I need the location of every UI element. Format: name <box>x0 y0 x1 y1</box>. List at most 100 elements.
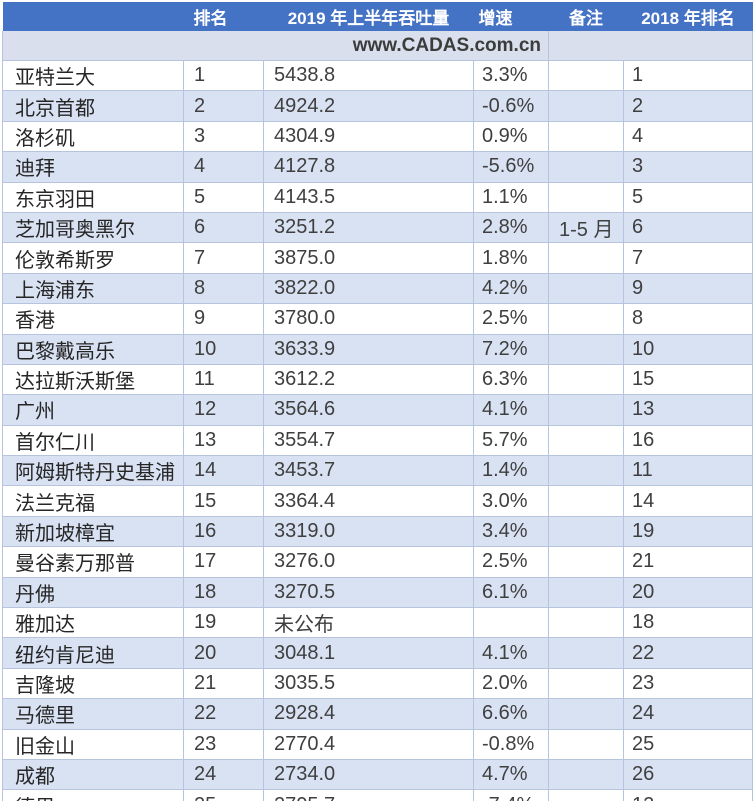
cell-airport: 巴黎戴高乐 <box>2 333 184 365</box>
cell-airport: 马德里 <box>2 698 184 730</box>
cell-remark <box>548 485 624 517</box>
cell-remark <box>548 728 624 760</box>
cell-remark <box>548 333 624 365</box>
cell-rank-2018: 9 <box>623 272 753 305</box>
table-row: 纽约肯尼迪 20 3048.1 4.1% 22 <box>2 637 753 669</box>
cell-remark <box>548 120 624 153</box>
cell-remark <box>548 546 624 578</box>
cell-growth: 1.8% <box>473 242 549 274</box>
table-row: 洛杉矶 3 4304.9 0.9% 4 <box>2 120 753 153</box>
table-row: 芝加哥奥黑尔 6 3251.2 2.8% 1-5 月 6 <box>2 211 753 244</box>
cell-airport: 德里 <box>2 789 184 801</box>
cell-throughput: 3612.2 <box>263 363 474 396</box>
cell-rank-2018: 24 <box>623 698 753 730</box>
cell-rank: 6 <box>183 211 264 244</box>
cell-rank-2018: 14 <box>623 485 753 517</box>
cell-throughput: 3364.4 <box>263 485 474 517</box>
cell-rank-2018: 13 <box>623 394 753 426</box>
cell-rank: 21 <box>183 667 264 700</box>
cell-growth <box>473 607 549 639</box>
cell-rank: 23 <box>183 728 264 760</box>
table-row: 吉隆坡 21 3035.5 2.0% 23 <box>2 667 753 700</box>
cell-airport: 吉隆坡 <box>2 667 184 700</box>
cell-remark <box>548 181 624 213</box>
cell-remark <box>548 59 624 92</box>
cell-airport: 上海浦东 <box>2 272 184 305</box>
cell-rank: 3 <box>183 120 264 153</box>
cell-rank-2018: 10 <box>623 333 753 365</box>
col-header-remark: 备注 <box>548 2 624 31</box>
cell-growth: 3.4% <box>473 515 549 548</box>
cell-rank-2018: 7 <box>623 242 753 274</box>
cell-rank-2018: 20 <box>623 576 753 609</box>
cell-airport: 东京羽田 <box>2 181 184 213</box>
table-row: 丹佛 18 3270.5 6.1% 20 <box>2 576 753 609</box>
cell-airport: 曼谷素万那普 <box>2 546 184 578</box>
col-header-rank: 排名 <box>183 2 264 31</box>
cell-growth: 1.4% <box>473 455 549 487</box>
table-row: 马德里 22 2928.4 6.6% 24 <box>2 698 753 730</box>
cell-throughput: 4127.8 <box>263 151 474 183</box>
cell-rank: 16 <box>183 515 264 548</box>
cell-airport: 香港 <box>2 303 184 335</box>
table-row: 迪拜 4 4127.8 -5.6% 3 <box>2 151 753 183</box>
cell-remark <box>548 698 624 730</box>
cell-throughput: 3822.0 <box>263 272 474 305</box>
cell-throughput: 4304.9 <box>263 120 474 153</box>
cell-rank: 14 <box>183 455 264 487</box>
cell-growth: -5.6% <box>473 151 549 183</box>
cell-airport: 洛杉矶 <box>2 120 184 153</box>
cell-growth: 3.3% <box>473 59 549 92</box>
cell-rank: 9 <box>183 303 264 335</box>
table-row: 法兰克福 15 3364.4 3.0% 14 <box>2 485 753 517</box>
table-row: 德里 25 2705.7 -7.4% 12 <box>2 789 753 801</box>
table-row: 上海浦东 8 3822.0 4.2% 9 <box>2 272 753 305</box>
cell-airport: 亚特兰大 <box>2 59 184 92</box>
cell-throughput: 3048.1 <box>263 637 474 669</box>
cell-throughput: 3780.0 <box>263 303 474 335</box>
cell-rank-2018: 23 <box>623 667 753 700</box>
cell-rank-2018: 1 <box>623 59 753 92</box>
cell-rank-2018: 6 <box>623 211 753 244</box>
cell-rank: 7 <box>183 242 264 274</box>
col-header-throughput-2019: 2019 年上半年吞吐量 <box>263 2 474 31</box>
table-row: 旧金山 23 2770.4 -0.8% 25 <box>2 728 753 760</box>
cell-airport: 达拉斯沃斯堡 <box>2 363 184 396</box>
header-row: 排名 2019 年上半年吞吐量 增速 备注 2018 年排名 <box>2 2 753 31</box>
cell-airport: 成都 <box>2 758 184 791</box>
cell-rank: 10 <box>183 333 264 365</box>
cell-remark <box>548 515 624 548</box>
table-body: 亚特兰大 1 5438.8 3.3% 1 北京首都 2 4924.2 -0.6%… <box>2 59 753 801</box>
cell-remark <box>548 303 624 335</box>
table-row: 新加坡樟宜 16 3319.0 3.4% 19 <box>2 515 753 548</box>
table-row: 雅加达 19 未公布 18 <box>2 607 753 639</box>
table-row: 阿姆斯特丹史基浦 14 3453.7 1.4% 11 <box>2 455 753 487</box>
cell-rank-2018: 5 <box>623 181 753 213</box>
cell-rank-2018: 25 <box>623 728 753 760</box>
table-row: 首尔仁川 13 3554.7 5.7% 16 <box>2 424 753 457</box>
cell-rank: 18 <box>183 576 264 609</box>
watermark-row: www.CADAS.com.cn <box>2 31 753 61</box>
cell-rank: 5 <box>183 181 264 213</box>
cell-rank-2018: 22 <box>623 637 753 669</box>
cell-rank-2018: 3 <box>623 151 753 183</box>
cell-remark <box>548 667 624 700</box>
watermark-text: www.CADAS.com.cn <box>2 31 549 61</box>
table-row: 伦敦希斯罗 7 3875.0 1.8% 7 <box>2 242 753 274</box>
cell-growth: 7.2% <box>473 333 549 365</box>
cell-remark <box>548 576 624 609</box>
cell-growth: 5.7% <box>473 424 549 457</box>
cell-remark <box>548 272 624 305</box>
cell-throughput: 2770.4 <box>263 728 474 760</box>
cell-rank-2018: 26 <box>623 758 753 791</box>
cell-remark <box>548 758 624 791</box>
cell-remark <box>548 789 624 801</box>
cell-throughput: 3633.9 <box>263 333 474 365</box>
cell-rank: 1 <box>183 59 264 92</box>
cell-throughput: 3554.7 <box>263 424 474 457</box>
cell-rank-2018: 16 <box>623 424 753 457</box>
table-row: 广州 12 3564.6 4.1% 13 <box>2 394 753 426</box>
cell-throughput: 3270.5 <box>263 576 474 609</box>
cell-airport: 新加坡樟宜 <box>2 515 184 548</box>
